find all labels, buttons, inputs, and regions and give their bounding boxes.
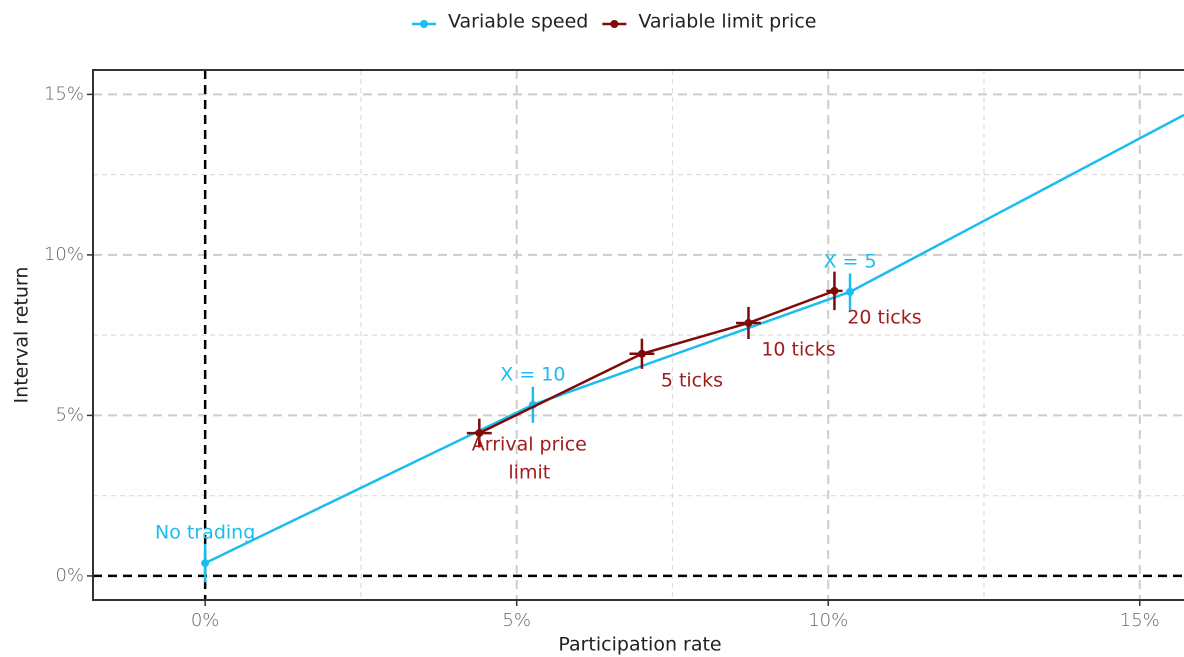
- x-tick-label: 10%: [808, 610, 848, 631]
- annotation: limit: [508, 462, 550, 484]
- x-tick-label: 5%: [502, 610, 531, 631]
- legend-label: Variable limit price: [638, 11, 816, 33]
- point: [475, 429, 484, 438]
- plot-area: [93, 70, 1184, 600]
- annotation: No trading: [155, 522, 255, 544]
- y-tick-label: 10%: [44, 244, 84, 265]
- legend-label: Variable speed: [448, 11, 588, 33]
- axes: 0% 5% 10% 15% 0% 5% 10% 15%: [44, 69, 1184, 631]
- legend: Variable speed Variable limit price: [412, 11, 816, 33]
- series-line: [204, 113, 1184, 565]
- point: [744, 318, 753, 327]
- y-tick-label: 5%: [55, 404, 84, 425]
- legend-point: [420, 20, 428, 28]
- point: [846, 287, 855, 296]
- panel-border: [92, 69, 1184, 601]
- annotation: 20 ticks: [847, 306, 921, 328]
- grid: [93, 70, 1184, 600]
- x-tick-label: 15%: [1120, 610, 1160, 631]
- annotation: 5 ticks: [661, 369, 723, 391]
- point: [201, 559, 210, 568]
- y-axis-title: Interval return: [11, 267, 33, 404]
- point: [637, 349, 646, 358]
- annotation: 10 ticks: [761, 338, 835, 360]
- annotation: X = 10: [500, 363, 565, 385]
- x-axis-title: Participation rate: [558, 634, 721, 656]
- x-tick-label: 0%: [191, 610, 220, 631]
- annotation: Arrival price: [472, 434, 587, 456]
- point: [830, 286, 839, 295]
- legend-point: [610, 20, 619, 28]
- y-tick-label: 15%: [44, 83, 84, 104]
- series-line: [478, 289, 835, 435]
- annotation: X = 5: [823, 250, 876, 272]
- y-tick-label: 0%: [55, 565, 84, 586]
